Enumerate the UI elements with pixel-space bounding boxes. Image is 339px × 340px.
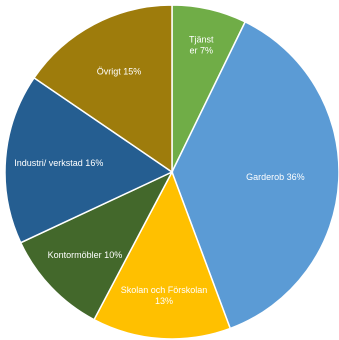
label-line: 13%: [155, 296, 173, 306]
label-line: Industri/ verkstad 16%: [14, 158, 103, 168]
slice-skolan-forskolan: [93, 170, 232, 340]
slice-kontormobler-label: Kontormöbler 10%: [48, 250, 123, 260]
label-line: Tjänst: [189, 35, 214, 45]
slice-industri-verkstad-label: Industri/ verkstad 16%: [14, 158, 103, 168]
slice-ovrigt: [33, 4, 173, 174]
pie-labels: Tjänst er 7% Garderob 36% Skolan och Försko…: [14, 35, 304, 306]
pie-slices: [4, 4, 339, 340]
slice-garderob-label: Garderob 36%: [246, 172, 305, 182]
slice-industri-verkstad: [4, 76, 174, 244]
label-line: Kontormöbler 10%: [48, 250, 123, 260]
slice-ovrigt-label: Övrigt 15%: [97, 67, 142, 77]
label-line: Skolan och Förskolan: [121, 285, 208, 295]
label-line: Garderob 36%: [246, 172, 305, 182]
slice-kontormobler: [19, 170, 174, 321]
label-line: Övrigt 15%: [97, 67, 142, 77]
label-line: er 7%: [190, 46, 214, 56]
slice-tjanster-label: Tjänst er 7%: [189, 35, 214, 56]
slice-skolan-forskolan-label: Skolan och Förskolan 13%: [121, 285, 208, 306]
